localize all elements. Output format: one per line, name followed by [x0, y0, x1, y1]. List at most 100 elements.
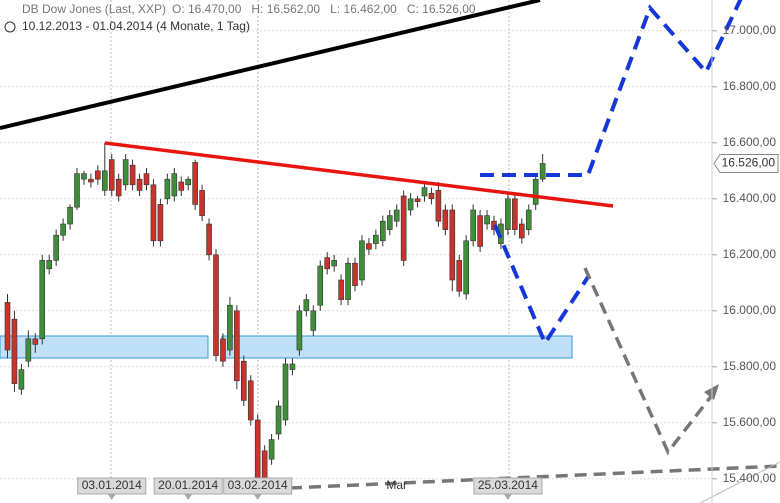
- candle-body: [32, 338, 39, 345]
- candle-body: [199, 190, 205, 216]
- candle-body: [310, 310, 317, 331]
- candle-body: [178, 181, 185, 191]
- last-price-label: 16.526,00: [722, 156, 776, 170]
- candle-body: [157, 204, 164, 242]
- candle-body: [88, 178, 94, 183]
- candle-body: [505, 198, 511, 230]
- candle-body: [379, 220, 386, 242]
- candle-body: [393, 209, 400, 222]
- candle-body: [317, 265, 324, 306]
- candle-body: [345, 262, 351, 300]
- y-tick-label: 15.400,00: [723, 471, 777, 485]
- x-tick-label: 03.01.2014: [82, 478, 142, 492]
- last-price-box: [713, 154, 779, 174]
- candle-body: [150, 184, 157, 242]
- candle-body: [227, 304, 233, 351]
- candle-body: [25, 338, 32, 362]
- candle-body: [213, 254, 219, 356]
- candle-body: [352, 262, 358, 286]
- candle-body: [241, 360, 247, 401]
- candle-body: [442, 209, 449, 230]
- y-tick-label: 16.600,00: [723, 135, 777, 149]
- candle-body: [192, 162, 198, 205]
- candle-body: [53, 234, 59, 261]
- candle-body: [289, 363, 296, 370]
- x-label-pointer: [184, 494, 193, 500]
- candle-body: [407, 198, 414, 211]
- candle-body: [171, 173, 178, 197]
- candle-body: [220, 338, 226, 362]
- candle-body: [254, 419, 261, 480]
- ohlc-label: O: 16.470,00: [172, 2, 242, 16]
- zone-rect: [0, 335, 209, 359]
- candle-body: [206, 223, 212, 256]
- candle-body: [484, 215, 490, 225]
- candle-body: [449, 209, 456, 281]
- candle-body: [136, 178, 143, 191]
- y-tick-label: 15.800,00: [723, 359, 777, 373]
- candle-body: [477, 215, 483, 247]
- scenario-down: [583, 267, 718, 456]
- candle-body: [456, 260, 463, 292]
- candle-body: [532, 178, 539, 205]
- y-tick-label: 16.200,00: [723, 247, 777, 261]
- candle-body: [366, 243, 372, 250]
- candle-body: [46, 260, 53, 270]
- candle-body: [386, 215, 393, 230]
- candle-body: [512, 198, 518, 230]
- candle-body: [414, 198, 421, 202]
- axis: 15.400,00 15.600,00 15.800,00 16.000,00 16.2…: [77, 0, 779, 503]
- candle-body: [400, 195, 407, 261]
- date-markers: [110, 0, 510, 478]
- chart-subtitle: 10.12.2013 - 01.04.2014 (4 Monate, 1 Tag…: [22, 19, 250, 33]
- candle-body: [282, 363, 289, 421]
- y-tick-label: 16.800,00: [723, 79, 777, 93]
- candle-body: [331, 260, 337, 267]
- candle-body: [129, 164, 136, 186]
- candle-body: [525, 209, 532, 230]
- candle-body: [470, 209, 476, 242]
- candle-body: [324, 257, 331, 270]
- candle-body: [143, 173, 150, 186]
- x-tick-label: Mar: [386, 478, 407, 492]
- candle-body: [4, 302, 11, 351]
- candle-body: [115, 178, 122, 197]
- candles: [4, 142, 546, 490]
- candle-body: [81, 173, 87, 180]
- candle-body: [95, 170, 101, 180]
- x-label-pointer: [253, 494, 262, 500]
- ohlc-header: O: 16.470,00 H: 16.562,00 L: 16.462,00 C: 1…: [172, 2, 476, 16]
- candle-body: [373, 234, 379, 244]
- candle-body: [338, 279, 344, 300]
- ohlc-label: L: 16.462,00: [330, 2, 397, 16]
- candle-body: [108, 159, 115, 191]
- candle-body: [234, 310, 240, 382]
- candle-body: [102, 170, 108, 191]
- candle-body: [185, 178, 191, 186]
- x-label-pointer: [503, 494, 512, 500]
- y-tick-label: 17.000,00: [723, 23, 777, 37]
- candle-body: [303, 299, 310, 312]
- candle-body: [67, 206, 73, 225]
- candle-body: [435, 190, 442, 222]
- long-support: [289, 464, 780, 490]
- support-zone: [0, 335, 573, 359]
- y-tick-label: 15.600,00: [723, 415, 777, 429]
- ohlc-label: H: 16.562,00: [251, 2, 320, 16]
- candle-body: [296, 310, 303, 351]
- candle-body: [518, 223, 525, 239]
- candle-body: [60, 223, 66, 236]
- scenario-dip: [493, 224, 590, 348]
- candle-body: [18, 369, 25, 390]
- candle-body: [275, 405, 282, 435]
- grid: [0, 30, 712, 480]
- candle-body: [539, 163, 546, 180]
- candle-body: [247, 380, 254, 421]
- x-label-pointer: [107, 494, 116, 500]
- resistance-line: [104, 141, 614, 208]
- candle-body: [11, 318, 18, 384]
- zone-rect: [221, 335, 573, 359]
- candle-body: [359, 240, 365, 281]
